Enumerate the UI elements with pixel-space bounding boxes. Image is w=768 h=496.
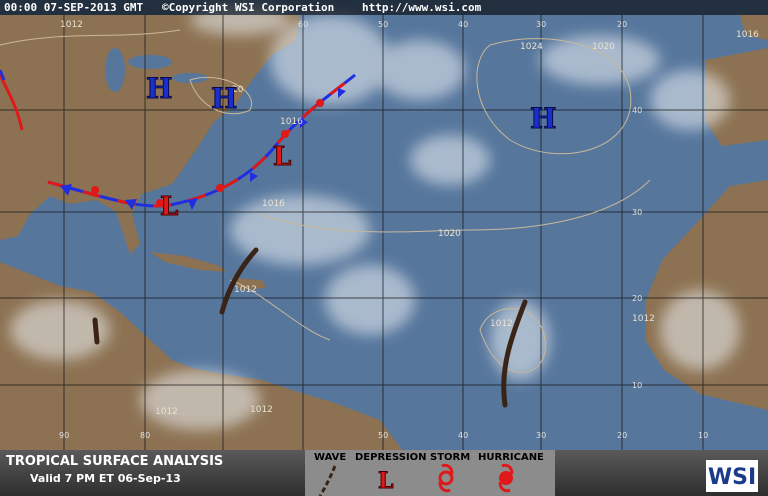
high-pressure: H (211, 82, 237, 115)
longitude-label: 10 (698, 431, 708, 440)
storm-symbol (438, 463, 454, 493)
high-pressure: H (530, 102, 556, 135)
isobar-label: 1012 (490, 319, 513, 329)
isobar-label: 1024 (520, 42, 543, 52)
logo-box (706, 460, 758, 492)
longitude-label: 30 (536, 431, 546, 440)
hurricane-symbol (498, 463, 514, 493)
wave-symbol (318, 465, 337, 496)
low-pressure: L (160, 192, 178, 222)
isobar-label: 20 (232, 85, 244, 95)
header-bar (0, 0, 768, 15)
longitude-label: 40 (458, 20, 468, 29)
legend-label: STORM (430, 452, 470, 463)
tropical-waves (92, 247, 528, 408)
longitude-label: 50 (378, 20, 388, 29)
footer-title: TROPICAL SURFACE ANALYSIS (6, 454, 223, 469)
isobar-label: 1020 (592, 42, 615, 52)
longitude-label: 60 (298, 20, 308, 29)
legend-label: HURRICANE (478, 452, 544, 463)
url: http://www.wsi.com (362, 1, 482, 14)
timestamp: 00:00 07-SEP-2013 GMT (4, 1, 143, 14)
isobar-label: 1016 (736, 30, 759, 40)
isobar-label: 1016 (280, 117, 303, 127)
isobar-label: 1012 (234, 285, 257, 295)
legend-label: WAVE (314, 452, 346, 463)
valid-time: Valid 7 PM ET 06-Sep-13 (30, 472, 181, 485)
low-pressure: L (273, 142, 291, 172)
front-triangles (60, 88, 346, 210)
depression-symbol: L (378, 468, 393, 494)
high-pressure: H (146, 72, 172, 105)
logo: WSI (708, 465, 756, 490)
lat-lon-grid (0, 15, 768, 450)
isobar-label: 1012 (632, 314, 655, 324)
latitude-label: 30 (632, 208, 642, 217)
longitude-label: 30 (536, 20, 546, 29)
isobar-label: 1016 (262, 199, 285, 209)
latitude-label: 10 (632, 381, 642, 390)
latitude-label: 20 (632, 294, 642, 303)
isobar-label: 1012 (250, 405, 273, 415)
longitude-label: 20 (617, 431, 627, 440)
isobar-label: 1012 (60, 20, 83, 30)
copyright: ©Copyright WSI Corporation (162, 1, 334, 14)
legend-label: DEPRESSION (355, 452, 427, 463)
longitude-label: 40 (458, 431, 468, 440)
isobar-label: 1020 (438, 229, 461, 239)
longitude-label: 80 (140, 431, 150, 440)
front-semicircles (91, 99, 324, 207)
latitude-label: 40 (632, 106, 642, 115)
isobar-label: 1012 (155, 407, 178, 417)
longitude-label: 50 (378, 431, 388, 440)
isobars (0, 29, 651, 373)
fronts (0, 69, 356, 208)
longitude-label: 90 (59, 431, 69, 440)
great-lakes (105, 48, 208, 92)
longitude-label: 20 (617, 20, 627, 29)
